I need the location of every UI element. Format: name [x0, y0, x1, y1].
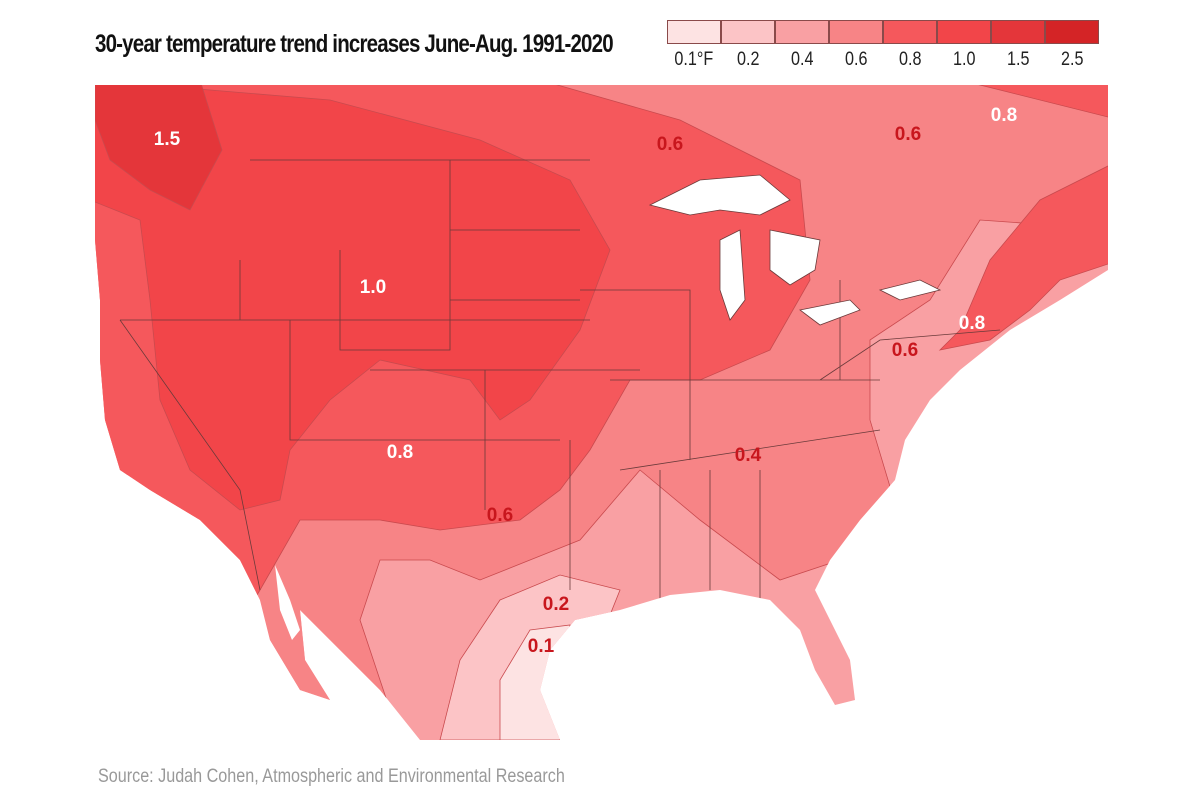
zone-1-0: [95, 85, 611, 511]
legend-item: 0.4: [774, 20, 829, 71]
map-labels: 1.5 0.6 0.6 0.8 1.0 0.8 0.6 0.8 0.4 0.6 0.2 0.1: [154, 105, 1017, 657]
legend-swatch: [936, 20, 991, 44]
legend-item: 1.5: [990, 20, 1045, 71]
legend-label: 0.2: [736, 49, 760, 70]
legend-swatch: [882, 20, 937, 44]
contour-label: 1.5: [154, 129, 181, 150]
contour-layers: [95, 85, 1108, 740]
contour-label: 0.6: [895, 124, 921, 145]
contour-label: 0.2: [543, 594, 569, 615]
legend-swatch: [1044, 20, 1099, 44]
contour-label: 0.8: [991, 105, 1017, 126]
legend-swatch: [666, 20, 721, 44]
legend-item: 1.0: [936, 20, 991, 71]
great-lakes: [648, 174, 942, 326]
legend-label: 0.8: [898, 49, 922, 70]
legend-swatch: [990, 20, 1045, 44]
legend-label: 0.4: [790, 49, 814, 70]
legend-item: 0.1°F: [666, 20, 721, 71]
contour-label: 0.1: [528, 636, 555, 657]
source-note: Source: Judah Cohen, Atmospheric and Env…: [98, 766, 565, 787]
legend-item: 0.2: [720, 20, 775, 71]
legend-label: 0.1°F: [674, 49, 714, 70]
contour-label: 0.8: [387, 442, 413, 463]
legend-swatch: [720, 20, 775, 44]
contour-label: 0.8: [959, 313, 985, 334]
state-borders: [119, 159, 1001, 600]
legend-label: 1.5: [1006, 49, 1030, 70]
legend-item: 0.8: [882, 20, 937, 71]
zone-1-5: [95, 85, 223, 211]
legend: 0.1°F 0.2 0.4 0.6 0.8 1.0 1.5 2.5: [666, 20, 1099, 71]
legend-swatch: [828, 20, 883, 44]
legend-label: 1.0: [952, 49, 976, 70]
legend-item: 2.5: [1044, 20, 1099, 71]
contour-label: 0.6: [657, 134, 683, 155]
legend-label: 2.5: [1060, 49, 1084, 70]
contour-label: 0.4: [735, 445, 762, 466]
legend-label: 0.6: [844, 49, 868, 70]
legend-swatch: [774, 20, 829, 44]
contour-label: 0.6: [487, 505, 513, 526]
gulf-island-coast: [275, 565, 300, 640]
contour-label: 0.6: [892, 340, 918, 361]
zone-0-8-northeast: [938, 85, 1108, 351]
legend-item: 0.6: [828, 20, 883, 71]
contour-label: 1.0: [360, 277, 386, 298]
chart-title: 30-year temperature trend increases June…: [95, 30, 614, 58]
